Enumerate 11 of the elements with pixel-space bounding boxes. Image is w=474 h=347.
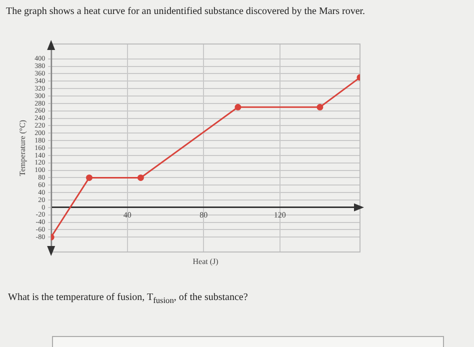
x-tick-label: 120: [274, 210, 286, 220]
x-axis-title: Heat (J): [192, 257, 219, 266]
x-tick-label: 80: [200, 210, 208, 220]
y-axis-title: Temperature (°C): [18, 120, 27, 176]
text: The graph shows a heat curve for an unidentified substance discovered by the Mars rover.: [6, 6, 366, 17]
point: [316, 104, 324, 110]
text: What is the temperature of fusion, T$_{fusion}$, of the substance?: [8, 292, 248, 305]
point: [234, 104, 242, 110]
point: [86, 174, 92, 181]
x-tick-label: 40: [123, 210, 132, 220]
point: [137, 174, 144, 181]
